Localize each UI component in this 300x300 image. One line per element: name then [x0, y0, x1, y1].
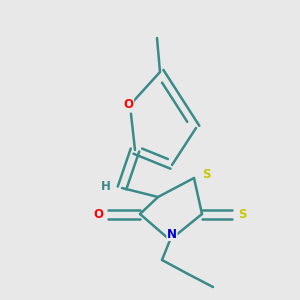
Text: N: N — [167, 227, 177, 241]
Text: S: S — [238, 208, 246, 220]
Text: H: H — [101, 179, 111, 193]
Text: O: O — [93, 208, 103, 220]
Text: O: O — [123, 98, 133, 112]
Text: S: S — [202, 169, 210, 182]
